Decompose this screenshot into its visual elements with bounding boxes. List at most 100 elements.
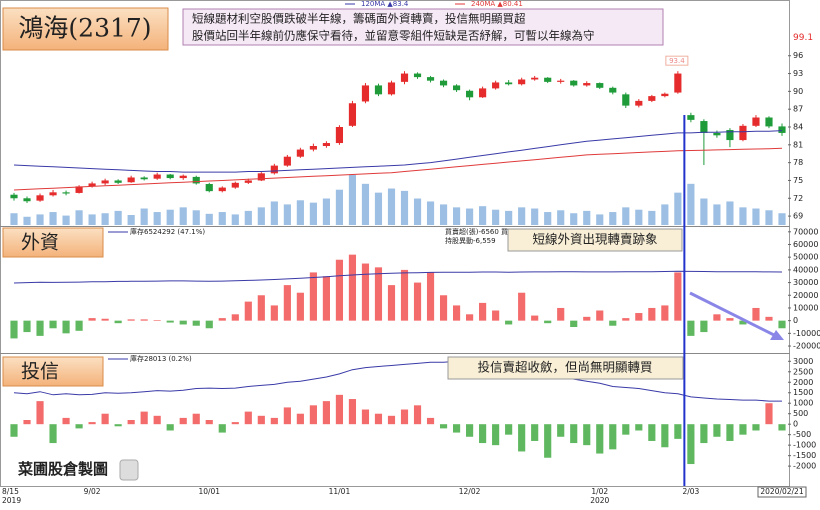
y-tick-label: 87 <box>793 105 803 114</box>
bar <box>674 424 682 439</box>
bar <box>583 424 591 446</box>
candle-body <box>205 184 213 192</box>
volume-bar <box>101 213 109 225</box>
bar <box>309 405 317 425</box>
bar <box>609 320 617 326</box>
bar <box>479 424 487 444</box>
y-tick-label: 0 <box>793 420 798 429</box>
volume-bar <box>231 214 239 225</box>
bar <box>114 424 122 427</box>
bar <box>283 285 291 321</box>
bar <box>283 407 291 425</box>
bar <box>674 272 682 321</box>
bar <box>166 320 174 323</box>
volume-bar <box>778 213 786 225</box>
price-marker: 99.1 <box>793 33 813 43</box>
bar <box>10 320 18 339</box>
bar <box>270 417 278 425</box>
candle-body <box>62 192 70 194</box>
volume-bar <box>335 189 344 225</box>
volume-bar <box>635 209 643 225</box>
volume-bar <box>348 175 357 225</box>
bar <box>778 320 786 329</box>
y-tick-label: 72 <box>793 194 803 203</box>
bar <box>257 415 265 425</box>
y-tick-label: 78 <box>793 158 803 167</box>
volume-bar <box>309 202 317 225</box>
bar <box>62 417 70 425</box>
candle-body <box>674 73 682 93</box>
volume-bar <box>23 216 31 225</box>
volume-bar <box>413 198 422 225</box>
bar <box>400 409 409 425</box>
candle-body <box>36 195 44 201</box>
bar <box>179 320 187 325</box>
candle-body <box>635 100 643 106</box>
watermark: 菜圃股倉製圖 <box>17 460 108 478</box>
volume-bar <box>88 214 96 225</box>
y-tick-label: 1000 <box>793 399 813 408</box>
candle-body <box>231 182 239 188</box>
bar <box>49 320 57 329</box>
candle-body <box>596 83 604 88</box>
volume-bar <box>648 210 656 225</box>
bar <box>218 424 226 433</box>
volume-bar <box>10 213 18 225</box>
bar <box>635 313 643 321</box>
panel-label: 外資 <box>21 232 59 254</box>
bar <box>75 424 83 429</box>
y-tick-label: 40000 <box>793 265 818 274</box>
bar <box>36 320 44 336</box>
high-label: 93.4 <box>669 57 685 65</box>
year-label: 2019 <box>2 496 21 505</box>
candle-body <box>700 121 708 133</box>
bar <box>426 272 435 321</box>
bar <box>726 424 734 441</box>
volume-bar <box>283 204 291 225</box>
bar <box>765 403 773 425</box>
candle-body <box>661 93 669 97</box>
bar <box>570 320 578 327</box>
bar <box>505 320 513 325</box>
bar <box>739 320 747 325</box>
bar <box>309 272 317 321</box>
annotation: 投信賣超收斂，但尚無明顯轉買 <box>477 360 652 375</box>
bar <box>23 320 31 333</box>
candle-body <box>439 80 448 86</box>
candle-body <box>765 117 773 127</box>
bar <box>557 307 565 321</box>
candle-body <box>322 143 330 147</box>
candle-body <box>452 85 461 91</box>
volume-bar <box>374 192 383 225</box>
volume-bar <box>49 212 57 225</box>
volume-bar <box>166 209 174 225</box>
legend-entry: 庫存6524292 (47.1%) <box>130 227 205 236</box>
y-tick-label: -20000 <box>793 342 820 351</box>
bar <box>62 320 70 334</box>
candle-body <box>622 94 630 106</box>
volume-bar <box>700 198 708 225</box>
bar <box>387 285 396 321</box>
bar <box>153 415 161 425</box>
bar <box>23 420 31 425</box>
candle-body <box>570 80 578 86</box>
bar <box>648 424 656 441</box>
candle-body <box>466 90 474 98</box>
candle-body <box>557 80 565 82</box>
volume-bar <box>322 198 330 225</box>
candle-body <box>101 180 109 184</box>
candle-body <box>426 77 435 81</box>
bar <box>257 295 265 321</box>
bar <box>622 424 630 435</box>
bar <box>335 259 344 321</box>
candle-body <box>166 174 174 179</box>
volume-bar <box>179 207 187 225</box>
candle-body <box>531 77 539 80</box>
volume-bar <box>505 210 513 225</box>
bar <box>36 401 44 425</box>
candle-body <box>244 180 252 183</box>
bar <box>361 409 370 425</box>
legend-entry: 240MA ▲80.41 <box>471 0 523 8</box>
volume-bar <box>479 206 487 225</box>
